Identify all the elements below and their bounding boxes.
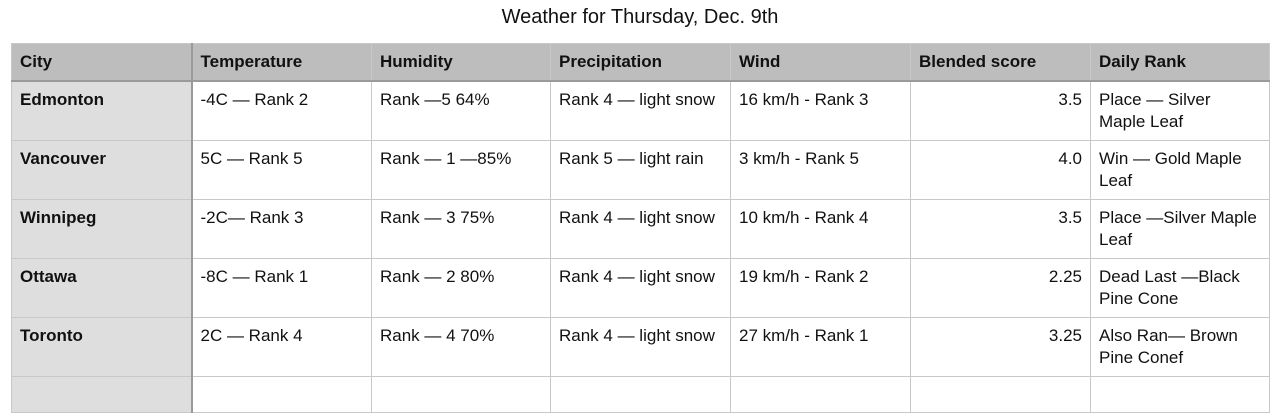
header-cell: Humidity [371, 43, 551, 82]
city-cell: Winnipeg [11, 199, 193, 259]
header-row: City Temperature Humidity Precipitation Wind… [11, 43, 1270, 82]
empty-cell [550, 376, 731, 413]
table-row: Toronto 2C — Rank 4 Rank — 4 70% Rank 4 — l… [11, 317, 1270, 377]
cell: Place — Silver Maple Leaf [1090, 80, 1270, 141]
empty-cell [730, 376, 911, 413]
city-cell: Toronto [11, 317, 193, 377]
cell: 2C — Rank 4 [191, 317, 372, 377]
cell: -2C— Rank 3 [191, 199, 372, 259]
cell: Rank 4 — light snow [550, 258, 731, 318]
cell: 2.25 [910, 258, 1091, 318]
table-row: Ottawa -8C — Rank 1 Rank — 2 80% Rank 4 — l… [11, 258, 1270, 318]
cell: Rank 5 — light rain [550, 140, 731, 200]
cell: Also Ran— Brown Pine Conef [1090, 317, 1270, 377]
weather-table: City Temperature Humidity Precipitation Wind… [11, 43, 1270, 413]
city-cell: Vancouver [11, 140, 193, 200]
table-row: Winnipeg -2C— Rank 3 Rank — 3 75% Rank 4 — … [11, 199, 1270, 259]
cell: Rank 4 — light snow [550, 199, 731, 259]
table-row: Vancouver 5C — Rank 5 Rank — 1 —85% Rank 5 … [11, 140, 1270, 200]
empty-cell [1090, 376, 1270, 413]
cell: -4C — Rank 2 [191, 80, 372, 141]
title: Weather for Thursday, Dec. 9th [501, 6, 779, 28]
cell: Rank — 4 70% [371, 317, 551, 377]
cell: 5C — Rank 5 [191, 140, 372, 200]
header-cell: Blended score [910, 43, 1091, 82]
empty-row [11, 376, 1270, 413]
city-cell: Ottawa [11, 258, 193, 318]
cell: Rank — 3 75% [371, 199, 551, 259]
cell: 3.5 [910, 80, 1091, 141]
cell: Rank 4 — light snow [550, 80, 731, 141]
cell: Place —Silver Maple Leaf [1090, 199, 1270, 259]
table-row: Edmonton -4C — Rank 2 Rank —5 64% Rank 4 — … [11, 80, 1270, 141]
cell: -8C — Rank 1 [191, 258, 372, 318]
header-cell: Temperature [191, 43, 372, 82]
cell: 19 km/h - Rank 2 [730, 258, 911, 318]
city-cell: Edmonton [11, 80, 193, 141]
empty-cell [371, 376, 551, 413]
cell: 4.0 [910, 140, 1091, 200]
cell: Rank — 1 —85% [371, 140, 551, 200]
cell: 10 km/h - Rank 4 [730, 199, 911, 259]
cell: 3.25 [910, 317, 1091, 377]
cell: Rank —5 64% [371, 80, 551, 141]
cell: Dead Last —Black Pine Cone [1090, 258, 1270, 318]
header-cell: Precipitation [550, 43, 731, 82]
cell: 16 km/h - Rank 3 [730, 80, 911, 141]
header-cell: City [11, 43, 193, 82]
header-cell: Wind [730, 43, 911, 82]
cell: 3 km/h - Rank 5 [730, 140, 911, 200]
cell: Rank 4 — light snow [550, 317, 731, 377]
empty-cell [910, 376, 1091, 413]
cell: Win — Gold Maple Leaf [1090, 140, 1270, 200]
cell: 27 km/h - Rank 1 [730, 317, 911, 377]
cell: Rank — 2 80% [371, 258, 551, 318]
empty-cell [191, 376, 372, 413]
empty-cell [11, 376, 193, 413]
cell: 3.5 [910, 199, 1091, 259]
header-cell: Daily Rank [1090, 43, 1270, 82]
